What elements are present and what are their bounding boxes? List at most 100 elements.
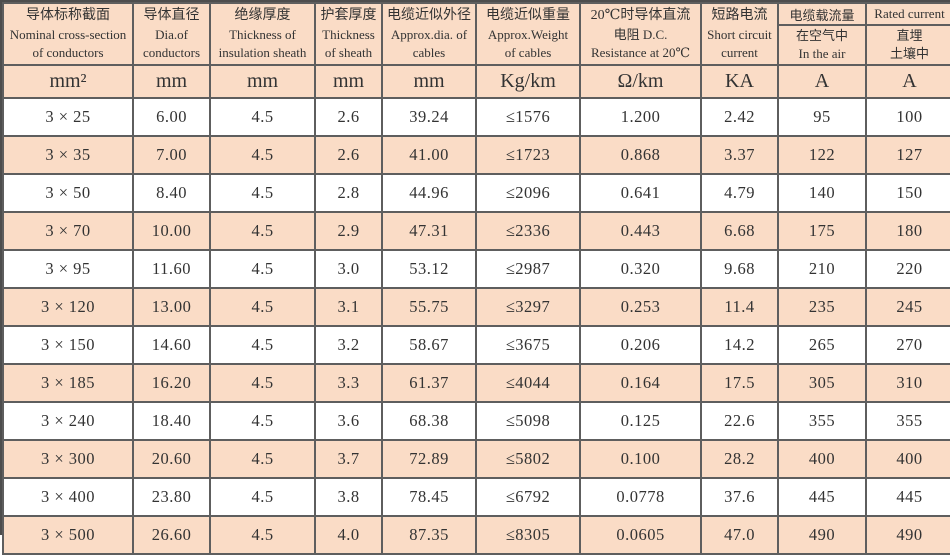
table-cell: 17.5 [700,363,779,403]
header-label-zh: 绝缘厚度 [234,8,291,24]
col-header-approx-diameter: 电缆近似外径 Approx.dia. of cables [381,2,477,66]
table-cell: 490 [777,515,867,555]
col-header-short-circuit-current: 短路电流 Short circuit current [700,2,779,66]
table-cell: 2.6 [314,97,383,137]
table-cell: 445 [865,477,950,517]
table-row: 3 × 50 8.40 4.5 2.8 44.96 ≤2096 0.641 4.79 140 15… [2,173,950,213]
header-label-en: of cables [504,44,552,60]
table-cell: ≤4044 [475,363,581,403]
table-body: 3 × 25 6.00 4.5 2.6 39.24 ≤1576 1.200 2.42 95 100… [2,97,950,555]
table-cell: 16.20 [132,363,211,403]
table-cell: 53.12 [381,249,477,289]
table-cell: 400 [865,439,950,479]
header-label-zh: 导体直径 [143,8,200,24]
table-cell: ≤6792 [475,477,581,517]
table-cell: 4.5 [209,477,316,517]
col-header-rated-current-buried: Rated current 直埋 土壤中 [865,2,950,66]
table-row: 3 × 185 16.20 4.5 3.3 61.37 ≤4044 0.164 17.5 305… [2,363,950,403]
header-label-en: Dia.of [155,26,188,42]
unit-cell: KA [700,64,779,99]
unit-cell: A [865,64,950,99]
table-cell: 47.31 [381,211,477,251]
unit-cell: mm² [2,64,134,99]
col-header-approx-weight: 电缆近似重量 Approx.Weight of cables [475,2,581,66]
header-label-en: Approx.Weight [487,26,569,42]
table-cell: 4.0 [314,515,383,555]
header-label-en: current [721,44,758,60]
unit-cell: mm [314,64,383,99]
header-sublabel: 在空气中 In the air [780,26,864,63]
table-cell: 58.67 [381,325,477,365]
table-cell: 490 [865,515,950,555]
unit-cell: Kg/km [475,64,581,99]
table-cell: 18.40 [132,401,211,441]
table-cell: 11.60 [132,249,211,289]
table-cell: 220 [865,249,950,289]
table-row: 3 × 240 18.40 4.5 3.6 68.38 ≤5098 0.125 22.6 355… [2,401,950,441]
table-header: 导体标称截面 Nominal cross-section of conducto… [2,2,950,99]
header-label-en: cables [412,44,446,60]
table-cell: 310 [865,363,950,403]
table-cell: 3 × 25 [2,97,134,137]
table-cell: 127 [865,135,950,175]
table-cell: 400 [777,439,867,479]
table-cell: 10.00 [132,211,211,251]
table-cell: 3.3 [314,363,383,403]
table-cell: 0.443 [579,211,702,251]
table-cell: 22.6 [700,401,779,441]
table-cell: 0.206 [579,325,702,365]
header-label-en: Rated current [868,5,950,26]
col-header-nominal-cross-section: 导体标称截面 Nominal cross-section of conducto… [2,2,134,66]
table-cell: ≤2987 [475,249,581,289]
table-row: 3 × 35 7.00 4.5 2.6 41.00 ≤1723 0.868 3.37 122 12… [2,135,950,175]
table-cell: 20.60 [132,439,211,479]
table-cell: 3 × 150 [2,325,134,365]
table-cell: 4.5 [209,439,316,479]
table-cell: 11.4 [700,287,779,327]
unit-cell: Ω/km [579,64,702,99]
table-cell: 4.5 [209,363,316,403]
col-header-sheath-thickness: 护套厚度 Thickness of sheath [314,2,383,66]
header-label-en: Resistance at 20℃ [590,44,691,60]
table-cell: 3 × 400 [2,477,134,517]
table-cell: 355 [777,401,867,441]
header-label-zh: 短路电流 [711,8,768,24]
col-header-ampacity-in-air: 电缆载流量 在空气中 In the air [777,2,867,66]
table-cell: 4.5 [209,97,316,137]
table-cell: 3 × 300 [2,439,134,479]
header-sublabel: 直埋 土壤中 [868,26,950,63]
table-cell: 39.24 [381,97,477,137]
table-cell: 2.8 [314,173,383,213]
table-cell: 3.8 [314,477,383,517]
header-label-zh: 电缆近似重量 [486,8,570,24]
table-cell: 4.5 [209,135,316,175]
table-cell: 0.320 [579,249,702,289]
table-cell: 6.00 [132,97,211,137]
col-header-insulation-thickness: 绝缘厚度 Thickness of insulation sheath [209,2,316,66]
table-cell: 305 [777,363,867,403]
header-label-en: conductors [142,44,201,60]
table-cell: 8.40 [132,173,211,213]
header-label-zh: 直埋 [896,28,923,44]
table-cell: 44.96 [381,173,477,213]
table-cell: 26.60 [132,515,211,555]
header-label-zh: 护套厚度 [320,8,377,24]
table-cell: 180 [865,211,950,251]
table-cell: ≤3675 [475,325,581,365]
table-cell: ≤5098 [475,401,581,441]
table-row: 3 × 300 20.60 4.5 3.7 72.89 ≤5802 0.100 28.2 400… [2,439,950,479]
header-label-en: Nominal cross-section [9,26,127,42]
header-label-zh: 在空气中 [795,28,848,44]
table-cell: 355 [865,401,950,441]
table-cell: ≤8305 [475,515,581,555]
table-cell: 245 [865,287,950,327]
header-label-en: Thickness of [229,26,296,42]
table-cell: 87.35 [381,515,477,555]
table-cell: ≤1723 [475,135,581,175]
header-label-en: Approx.dia. of [390,26,468,42]
header-label-en: of sheath [324,44,373,60]
table-cell: 61.37 [381,363,477,403]
table-cell: 140 [777,173,867,213]
table-cell: 270 [865,325,950,365]
table-cell: ≤2336 [475,211,581,251]
